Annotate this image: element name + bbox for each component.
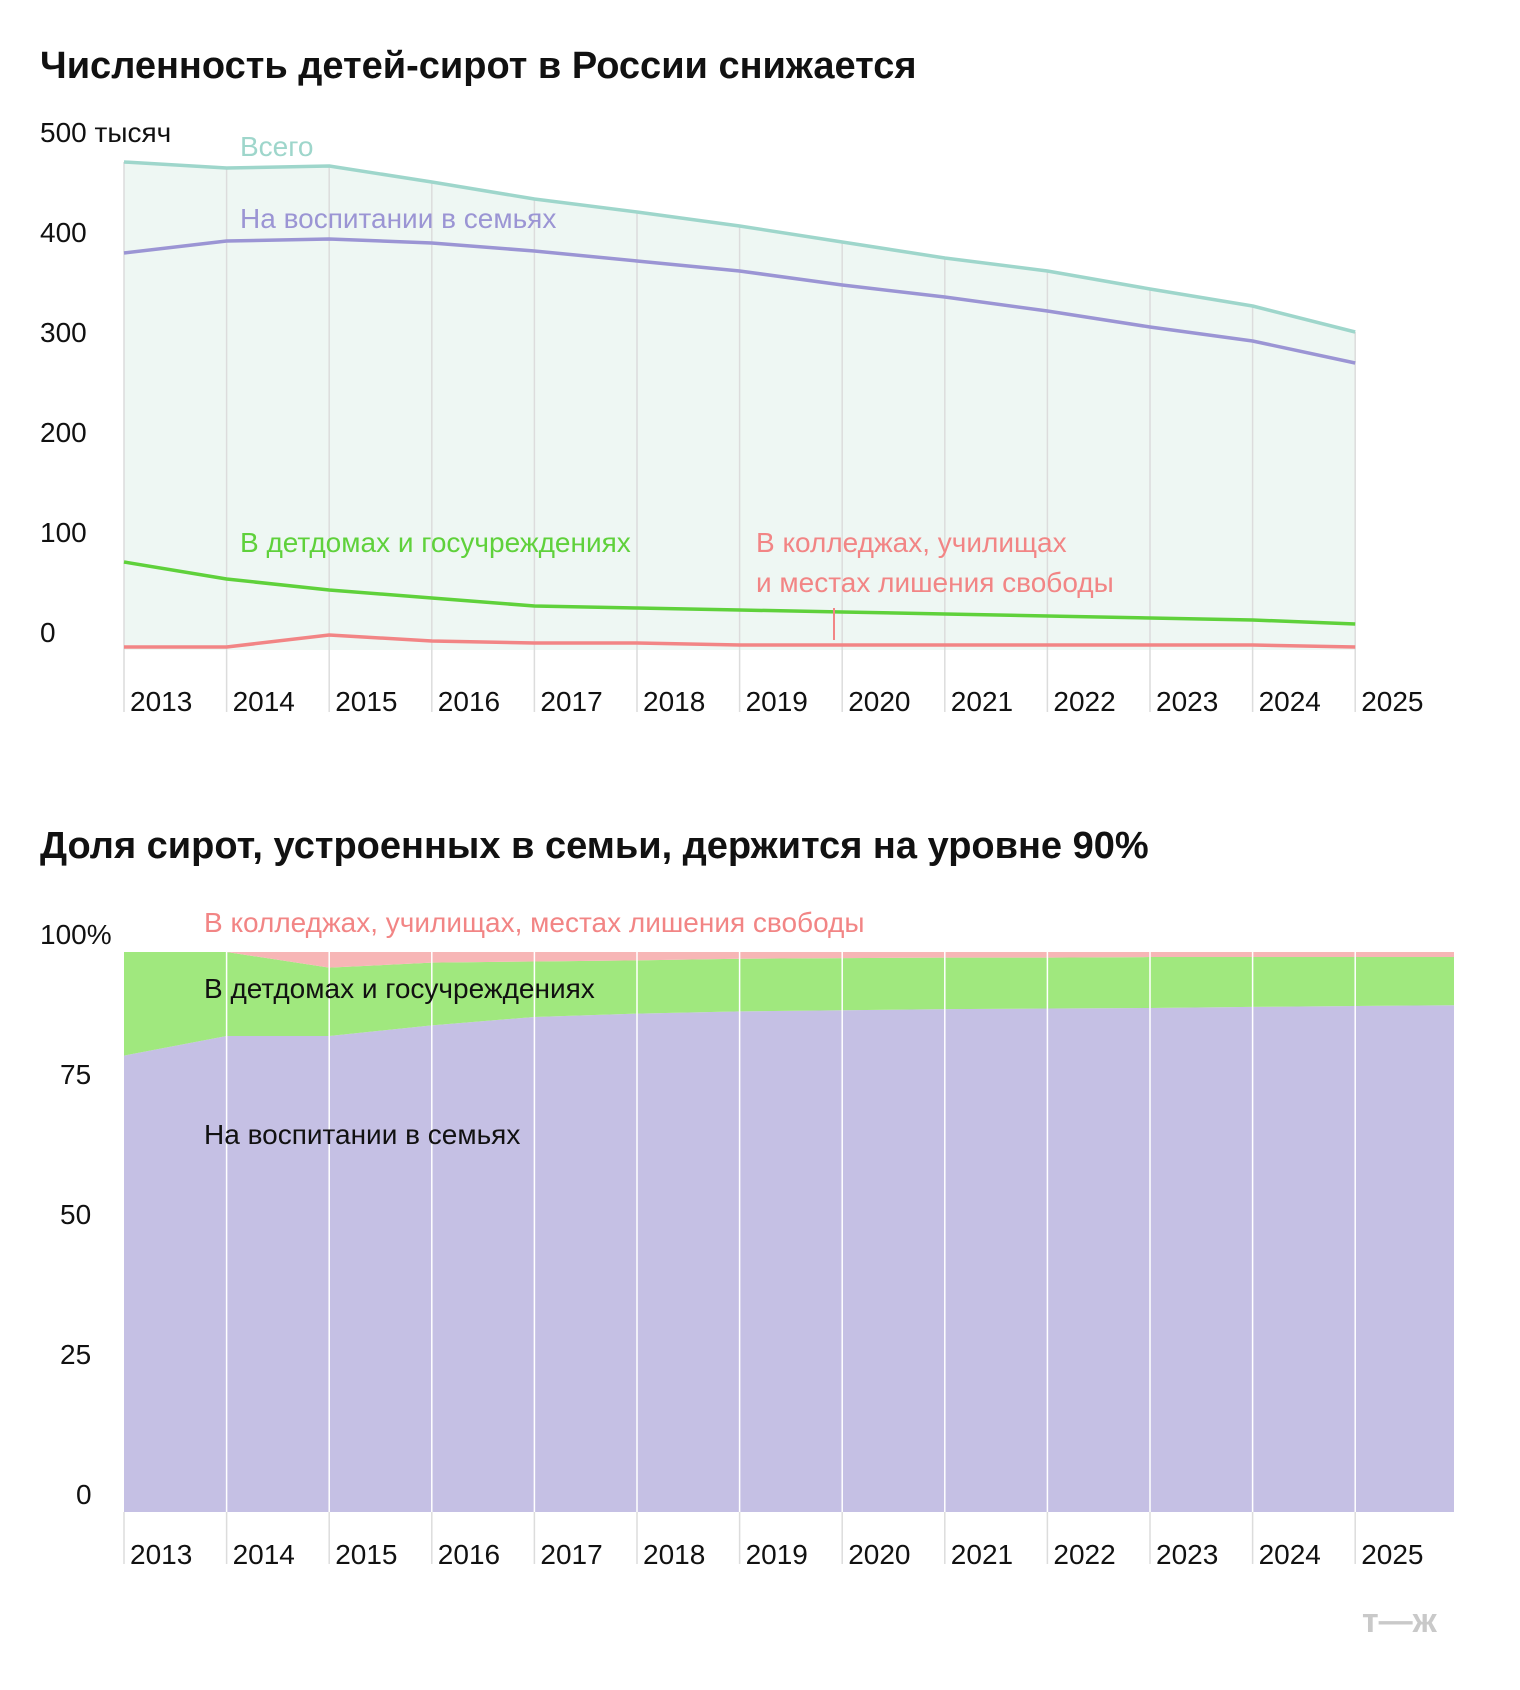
x-tick-label: 2023	[1156, 686, 1218, 717]
institutions-area	[124, 952, 1454, 1056]
colleges-series-label: В колледжах, училищах и местах лишения св…	[756, 527, 1114, 598]
total-series-label: Всего	[240, 131, 313, 162]
x-tick-label: 2014	[233, 686, 295, 717]
institutions-series-label: В детдомах и госучреждениях	[204, 973, 595, 1004]
families-area	[124, 1005, 1454, 1512]
x-tick-label: 2024	[1259, 1539, 1321, 1570]
x-tick-label: 2016	[438, 686, 500, 717]
y-tick-label: 100%	[40, 919, 112, 950]
x-tick-label: 2016	[438, 1539, 500, 1570]
x-tick-label: 2022	[1053, 686, 1115, 717]
families-line	[123, 237, 1356, 365]
y-tick-label: 50	[60, 1199, 91, 1230]
x-tick-label: 2014	[233, 1539, 295, 1570]
chart2-title: Доля сирот, устроенных в семьи, держится…	[40, 825, 1149, 867]
y-tick-label: 0	[76, 1479, 92, 1510]
chart1-title: Численность детей-сирот в России снижает…	[40, 45, 917, 87]
x-tick-label: 2019	[746, 1539, 808, 1570]
orphans-count-chart: Численность детей-сирот в России снижает…	[40, 45, 1423, 717]
x-tick-label: 2019	[746, 686, 808, 717]
x-tick-label: 2018	[643, 686, 705, 717]
x-tick-label: 2015	[335, 1539, 397, 1570]
x-tick-label: 2017	[540, 1539, 602, 1570]
total-line	[123, 160, 1356, 334]
x-tick-label: 2020	[848, 686, 910, 717]
y-tick-label: 0	[40, 617, 56, 648]
colleges-series-label: В колледжах, училищах, местах лишения св…	[204, 907, 865, 938]
x-tick-label: 2024	[1259, 686, 1321, 717]
colleges-area	[124, 952, 1454, 968]
families-series-label: На воспитании в семьях	[240, 203, 556, 234]
y-tick-label: 100	[40, 517, 87, 548]
institutions-line	[123, 560, 1356, 626]
x-tick-label: 2013	[130, 1539, 192, 1570]
x-tick-label: 2017	[540, 686, 602, 717]
y-tick-label: 500 тысяч	[40, 117, 171, 148]
x-tick-label: 2018	[643, 1539, 705, 1570]
x-tick-label: 2020	[848, 1539, 910, 1570]
y-tick-label: 75	[60, 1059, 91, 1090]
x-tick-label: 2025	[1361, 686, 1423, 717]
y-tick-label: 200	[40, 417, 87, 448]
x-tick-label: 2021	[951, 686, 1013, 717]
tj-logo: т—ж	[1362, 1602, 1438, 1640]
x-tick-label: 2023	[1156, 1539, 1218, 1570]
families-series-label: На воспитании в семьях	[204, 1119, 520, 1150]
x-tick-label: 2022	[1053, 1539, 1115, 1570]
x-tick-label: 2013	[130, 686, 192, 717]
x-tick-label: 2025	[1361, 1539, 1423, 1570]
y-tick-label: 25	[60, 1339, 91, 1370]
y-tick-label: 300	[40, 317, 87, 348]
colleges-line	[124, 633, 1356, 649]
x-tick-label: 2015	[335, 686, 397, 717]
institutions-series-label: В детдомах и госучреждениях	[240, 527, 631, 558]
x-tick-label: 2021	[951, 1539, 1013, 1570]
y-tick-label: 400	[40, 217, 87, 248]
